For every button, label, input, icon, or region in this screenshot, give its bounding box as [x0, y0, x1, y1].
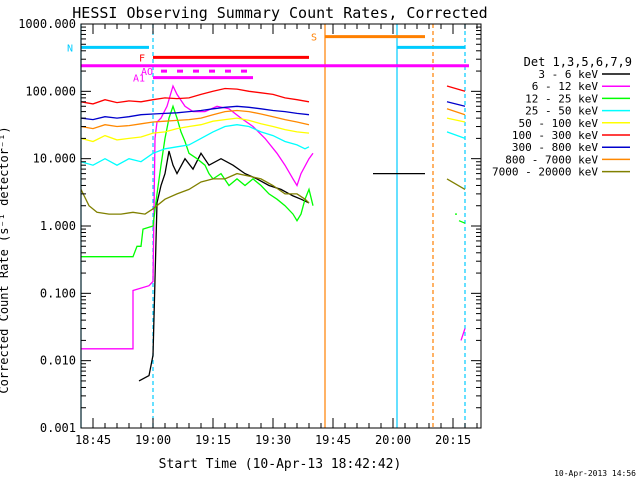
x-tick-label-3: 19:30	[255, 433, 291, 447]
series-line-3	[80, 124, 310, 166]
series-segment-1-0	[460, 328, 466, 341]
x-tick-label-4: 19:45	[315, 433, 351, 447]
y-tick-label-6: 1000.000	[18, 17, 76, 31]
series-line-7	[80, 109, 310, 130]
series-line-5	[80, 87, 310, 105]
timestamp: 10-Apr-2013 14:56	[554, 469, 636, 478]
legend-label-6: 300 - 800 keV	[512, 141, 598, 154]
x-tick-label-2: 19:15	[195, 433, 231, 447]
series-segment-7-0	[446, 108, 466, 116]
series-line-8	[80, 172, 310, 215]
legend-label-8: 7000 - 20000 keV	[492, 166, 598, 179]
x-tick-label-6: 20:15	[435, 433, 471, 447]
flag-label-N: N	[67, 43, 73, 54]
series-segment-2-1	[458, 220, 466, 224]
legend-label-3: 25 - 50 keV	[525, 105, 598, 118]
y-tick-label-1: 0.010	[40, 354, 76, 368]
series-segment-3-0	[446, 131, 466, 140]
y-tick-label-4: 10.000	[33, 152, 76, 166]
x-tick-label-5: 20:00	[375, 433, 411, 447]
y-axis-label: Corrected Count Rate (s⁻¹ detector⁻¹)	[0, 126, 11, 393]
x-axis-label: Start Time (10-Apr-13 18:42:42)	[159, 457, 402, 472]
series-line-6	[80, 105, 310, 121]
x-tick-label-1: 19:00	[135, 433, 171, 447]
series-line-2	[81, 104, 314, 258]
series-segment-6-0	[446, 101, 466, 107]
flag-label-S: S	[311, 33, 317, 44]
y-tick-label-0: 0.001	[40, 421, 76, 435]
y-tick-label-5: 100.000	[25, 84, 76, 98]
flag-label-A1: A1	[133, 74, 145, 85]
series-line-1	[81, 84, 314, 350]
series-segment-8-0	[446, 178, 466, 190]
legend-label-5: 100 - 300 keV	[512, 129, 598, 142]
series-segment-4-0	[446, 117, 466, 123]
series-segment-5-0	[446, 85, 466, 92]
chart-title: HESSI Observing Summary Count Rates, Cor…	[72, 4, 487, 22]
legend-title: Det 1,3,5,6,7,9	[524, 55, 632, 69]
legend-label-2: 12 - 25 keV	[525, 92, 598, 105]
x-tick-label-0: 18:45	[75, 433, 111, 447]
legend-label-0: 3 - 6 keV	[538, 68, 598, 81]
legend-label-1: 6 - 12 keV	[532, 80, 599, 93]
y-tick-label-2: 0.100	[40, 286, 76, 300]
flag-label-F: F	[139, 53, 145, 64]
y-tick-label-3: 1.000	[40, 219, 76, 233]
legend-label-7: 800 - 7000 keV	[505, 153, 598, 166]
series-line-4	[80, 117, 310, 143]
flag-label-AO: AO	[141, 67, 153, 78]
legend-label-4: 50 - 100 keV	[519, 117, 599, 130]
